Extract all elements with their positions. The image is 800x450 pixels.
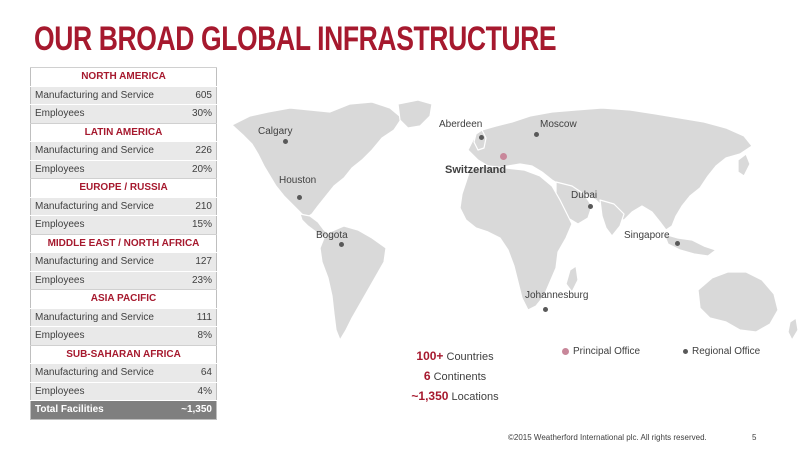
row-label: Manufacturing and Service xyxy=(30,141,178,160)
row-label: Manufacturing and Service xyxy=(30,252,178,271)
city-label-singapore: Singapore xyxy=(624,230,670,241)
japan-shape xyxy=(737,153,751,177)
south-america-shape xyxy=(319,225,387,341)
eurasia-shape xyxy=(467,107,753,231)
row-label: Employees xyxy=(30,104,178,123)
regional-office-dot xyxy=(479,135,484,140)
total-label: Total Facilities xyxy=(30,400,178,419)
region-header: SUB-SAHARAN AFRICA xyxy=(30,344,217,364)
stat-countries-value: 100+ xyxy=(416,349,444,363)
city-label-moscow: Moscow xyxy=(540,119,577,130)
summary-stats: 100+ Countries 6 Continents ~1,350 Locat… xyxy=(390,346,520,406)
legend-principal: Principal Office xyxy=(562,346,640,357)
city-label-switzerland: Switzerland xyxy=(445,164,507,176)
row-value: 605 xyxy=(177,85,217,105)
row-value: 111 xyxy=(177,307,217,327)
regional-office-dot xyxy=(675,241,680,246)
africa-shape xyxy=(459,165,573,311)
region-header: ASIA PACIFIC xyxy=(30,289,217,308)
greenland-shape xyxy=(397,100,433,129)
row-label: Manufacturing and Service xyxy=(30,363,178,382)
city-label-aberdeen: Aberdeen xyxy=(439,119,483,130)
principal-office-legend-dot xyxy=(562,347,569,355)
copyright-footer: ©2015 Weatherford International plc. All… xyxy=(508,433,707,442)
row-label: Manufacturing and Service xyxy=(30,85,178,105)
regional-office-dot xyxy=(283,139,288,144)
row-value: 20% xyxy=(177,159,217,179)
new-zealand-shape xyxy=(787,317,799,341)
row-value: 127 xyxy=(177,252,217,271)
city-label-houston: Houston xyxy=(279,175,317,186)
row-value: 23% xyxy=(177,270,217,290)
principal-office-dot xyxy=(500,153,507,160)
regional-office-dot xyxy=(297,195,302,200)
city-label-dubai: Dubai xyxy=(571,190,598,201)
row-label: Employees xyxy=(30,326,178,345)
row-value: 210 xyxy=(177,196,217,216)
north-america-shape xyxy=(231,101,403,219)
region-facilities-table: NORTH AMERICA Manufacturing and Service 6… xyxy=(30,67,217,420)
stat-continents: 6 Continents xyxy=(390,366,520,386)
city-label-johannesburg: Johannesburg xyxy=(525,290,589,301)
row-label: Manufacturing and Service xyxy=(30,307,178,327)
row-label: Employees xyxy=(30,159,178,179)
stat-locations: ~1,350 Locations xyxy=(390,386,520,406)
legend-regional-label: Regional Office xyxy=(692,346,761,357)
stat-countries: 100+ Countries xyxy=(390,346,520,366)
row-value: 15% xyxy=(177,215,217,234)
page-number: 5 xyxy=(752,433,757,442)
regional-office-dot xyxy=(339,242,344,247)
stat-locations-value: ~1,350 xyxy=(411,389,449,403)
region-header: EUROPE / RUSSIA xyxy=(30,178,217,197)
region-header: MIDDLE EAST / NORTH AFRICA xyxy=(30,233,217,253)
regional-office-dot xyxy=(588,204,593,209)
row-value: 226 xyxy=(177,141,217,160)
regional-office-dot xyxy=(543,307,548,312)
row-label: Manufacturing and Service xyxy=(30,196,178,216)
stat-continents-label: Continents xyxy=(433,371,487,383)
city-label-calgary: Calgary xyxy=(258,126,293,137)
stat-locations-label: Locations xyxy=(451,391,499,403)
regional-office-dot xyxy=(534,132,539,137)
australia-shape xyxy=(697,271,779,333)
legend-regional: Regional Office xyxy=(683,346,760,357)
region-header: LATIN AMERICA xyxy=(30,122,217,142)
row-label: Employees xyxy=(30,381,178,401)
total-value: ~1,350 xyxy=(177,400,217,419)
row-label: Employees xyxy=(30,215,178,234)
madagascar-shape xyxy=(565,265,579,293)
region-header: NORTH AMERICA xyxy=(30,67,217,86)
legend-principal-label: Principal Office xyxy=(573,346,641,357)
row-value: 8% xyxy=(177,326,217,345)
row-value: 4% xyxy=(177,381,217,401)
city-label-bogota: Bogota xyxy=(316,230,348,241)
page-title: OUR BROAD GLOBAL INFRASTRUCTURE xyxy=(34,20,557,58)
row-label: Employees xyxy=(30,270,178,290)
row-value: 64 xyxy=(177,363,217,382)
stat-countries-label: Countries xyxy=(446,351,494,363)
india-shape xyxy=(599,199,625,237)
southeast-asia-shape xyxy=(663,233,717,257)
row-value: 30% xyxy=(177,104,217,123)
regional-office-legend-dot xyxy=(683,348,688,354)
stat-continents-value: 6 xyxy=(423,369,431,383)
world-map xyxy=(231,100,799,341)
